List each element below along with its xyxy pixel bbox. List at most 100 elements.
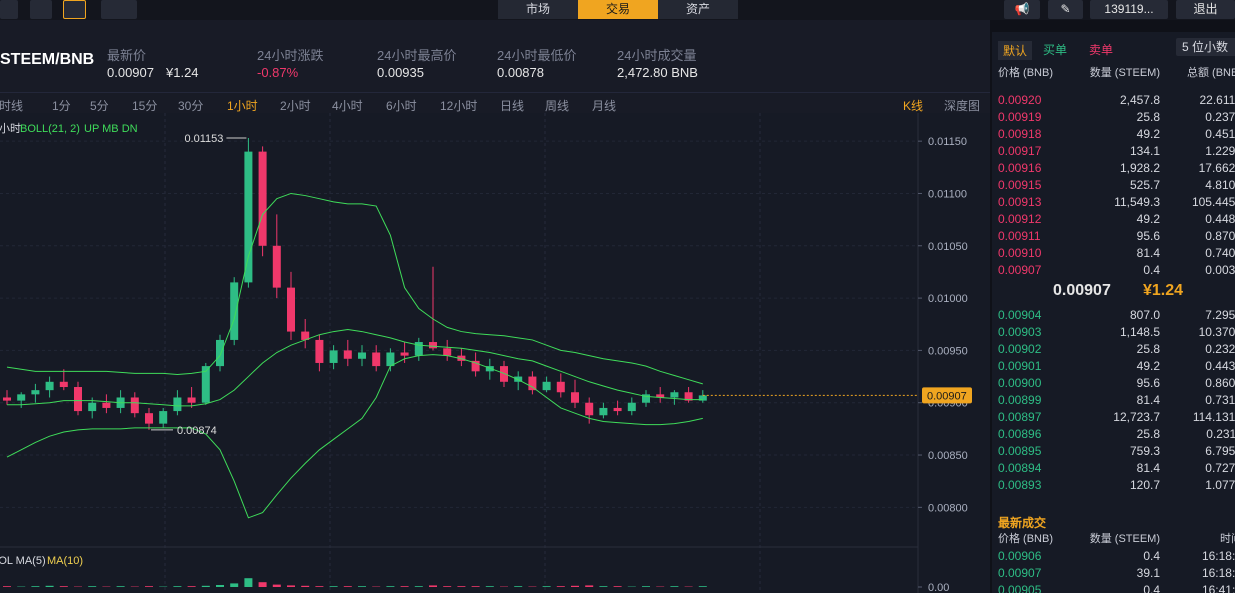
candle-body xyxy=(414,342,423,356)
edit-button[interactable]: ✎ xyxy=(1048,0,1083,19)
candle-body xyxy=(642,394,650,403)
total: 0.2327 xyxy=(1205,342,1235,356)
volume-bar xyxy=(258,582,267,587)
user-button[interactable]: 139119... xyxy=(1090,0,1168,19)
low-label: 0.00874 xyxy=(177,425,217,437)
layout-icon[interactable] xyxy=(30,0,52,19)
timeframe[interactable]: 12小时 xyxy=(440,99,478,113)
header-cell: 价格 (BNB) xyxy=(998,533,1053,545)
timeframe-bar: K线 深度图 分时线 1分 5分 15分 30分 1小时 2小时 4小时 6小时 12小时 日线 周线… xyxy=(0,92,990,115)
total: 0.8709 xyxy=(1205,229,1235,243)
timeframe[interactable]: 30分 xyxy=(178,99,204,113)
main-tab[interactable]: 资产 xyxy=(685,2,710,16)
book-tab[interactable]: 买单 xyxy=(1043,43,1068,57)
amount: 95.6 xyxy=(1136,229,1160,243)
book-row: 0.00912 49.2 0.4487 xyxy=(992,211,1235,228)
kline-chart: 0.008000.008500.009000.009500.010000.010… xyxy=(0,113,990,593)
book-row: 0.00919 25.8 0.2371 xyxy=(992,109,1235,126)
total: 17.6623 xyxy=(1198,161,1235,175)
candle-body xyxy=(3,397,11,401)
book-row: 0.00906 0.4 16:18:5 xyxy=(992,548,1235,565)
timeframe[interactable]: 周线 xyxy=(545,99,570,113)
layout-icon[interactable] xyxy=(63,0,86,19)
candle-body xyxy=(443,348,452,356)
timeframe[interactable]: 分时线 xyxy=(0,99,24,113)
candle-body xyxy=(372,352,381,367)
book-row: 0.00916 1,928.2 17.6623 xyxy=(992,160,1235,177)
volume-bar xyxy=(585,585,594,587)
total: 1.2297 xyxy=(1205,144,1235,158)
candle-body xyxy=(627,402,636,412)
volume-bar xyxy=(3,586,11,587)
main-tab[interactable]: 交易 xyxy=(578,0,658,19)
volume-bar xyxy=(485,586,494,587)
timeframe[interactable]: 1小时 xyxy=(227,99,258,113)
timeframe[interactable]: 1分 xyxy=(52,99,71,113)
window-icon[interactable] xyxy=(101,0,137,19)
book-tab[interactable]: 卖单 xyxy=(1089,43,1114,57)
volume-bar xyxy=(514,586,523,587)
stat-value: 2,472.80 BNB xyxy=(617,65,698,80)
candle-body xyxy=(201,366,210,403)
total: 0.4432 xyxy=(1205,359,1235,373)
book-row: 0.00913 11,549.3 105.4451 xyxy=(992,194,1235,211)
timeframe[interactable]: 5分 xyxy=(90,99,109,113)
logout-button[interactable]: 退出 xyxy=(1176,0,1235,19)
boll-lower xyxy=(6,354,703,519)
amount: 25.8 xyxy=(1136,427,1160,441)
decimals-select[interactable]: 5 位小数 xyxy=(1176,38,1235,56)
timeframe[interactable]: 月线 xyxy=(592,99,617,113)
amount: 759.3 xyxy=(1129,444,1160,458)
candle-body xyxy=(130,397,139,414)
book-tab[interactable]: 默认 xyxy=(998,41,1033,60)
timeframe[interactable]: 2小时 xyxy=(280,99,311,113)
layout-icon[interactable] xyxy=(0,0,18,19)
volume-bar xyxy=(698,586,707,587)
candle-body xyxy=(31,390,40,395)
depth-tab[interactable]: 深度图 xyxy=(944,99,981,113)
boll-upper xyxy=(6,192,703,385)
total: 114.1315 xyxy=(1192,410,1235,424)
notice-button[interactable]: 📢 xyxy=(1004,0,1040,19)
kline-tab[interactable]: K线 xyxy=(903,99,924,113)
header-cell: 时间 xyxy=(1220,533,1235,545)
volume-bar xyxy=(556,586,565,587)
volume-bar xyxy=(329,586,338,587)
volume-tick-label: 0.00 xyxy=(928,582,949,593)
indicator-lines: UP MB DN xyxy=(84,123,138,135)
book-row: 0.00905 0.4 16:41:1 xyxy=(992,582,1235,593)
stat-label: 24小时最低价 xyxy=(497,48,577,63)
timeframe[interactable]: 15分 xyxy=(132,99,158,113)
main-tab[interactable]: 市场 xyxy=(525,2,550,16)
amount: 525.7 xyxy=(1129,178,1160,192)
candle-body xyxy=(585,402,594,416)
book-row: 0.00904 807.0 7.2952 xyxy=(992,307,1235,324)
y-tick-label: 0.00800 xyxy=(928,502,968,514)
stat-value: 0.00878 xyxy=(497,65,544,80)
total: 0.2311 xyxy=(1206,427,1235,441)
volume-bar xyxy=(358,586,366,587)
amount: 1,148.5 xyxy=(1119,325,1160,339)
market-header: STEEM/BNB 最新价 0.00907 ¥1.24 24小时涨跌 -0.87% 24小… xyxy=(0,20,990,92)
price: 0.00897 xyxy=(998,410,1042,424)
mid-price: 0.00907 xyxy=(1053,282,1111,299)
book-row: 0.00894 81.4 0.7277 xyxy=(992,460,1235,477)
amount: 49.2 xyxy=(1136,212,1160,226)
amount: 120.7 xyxy=(1129,478,1160,492)
timeframe[interactable]: 日线 xyxy=(500,99,525,113)
candle-body xyxy=(145,413,153,424)
price: 0.00901 xyxy=(998,359,1042,373)
header-cell: 数量 (STEEM) xyxy=(1089,67,1160,79)
timeframe[interactable]: 6小时 xyxy=(386,99,417,113)
top-bar: 市场 交易 资产 📢 ✎ 139119... 退出 xyxy=(0,0,1235,20)
price: 0.00910 xyxy=(998,246,1042,260)
price: 0.00913 xyxy=(998,195,1042,209)
amount: 12,723.7 xyxy=(1113,410,1160,424)
timeframe[interactable]: 4小时 xyxy=(332,99,363,113)
volume-bar xyxy=(287,585,295,587)
total: 1.0778 xyxy=(1205,478,1235,492)
price: 0.00899 xyxy=(998,393,1042,407)
amount: 25.8 xyxy=(1136,110,1160,124)
book-row: 0.00918 49.2 0.4516 xyxy=(992,126,1235,143)
